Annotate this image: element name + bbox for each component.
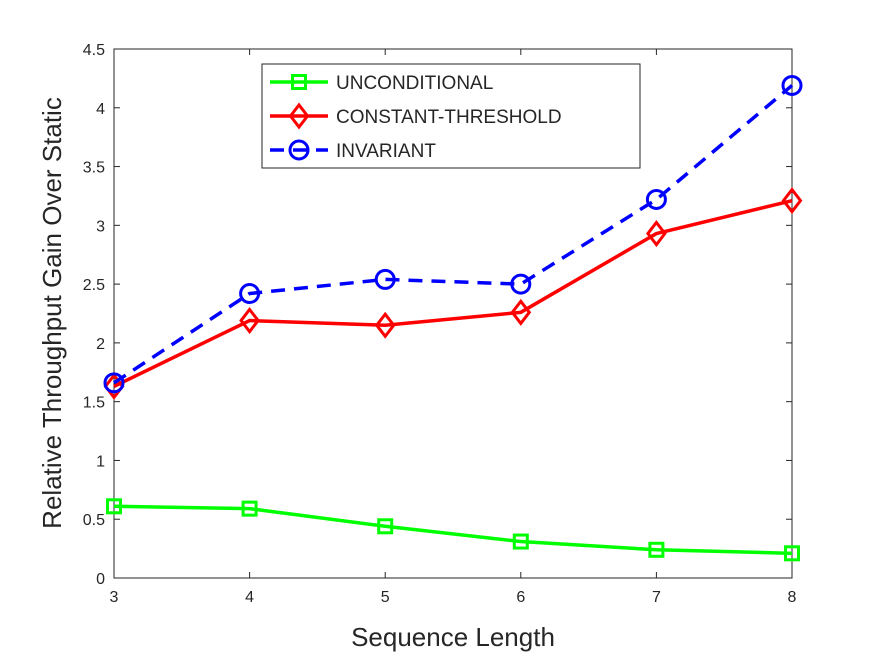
y-tick-label: 0 (96, 571, 105, 588)
data-point (374, 268, 396, 290)
data-point (241, 500, 258, 517)
series-unconditional (106, 498, 800, 562)
legend-item: UNCONDITIONAL (270, 73, 493, 94)
legend-label: INVARIANT (336, 141, 436, 162)
data-point (377, 518, 394, 535)
data-point (646, 220, 667, 248)
y-axis-label: Relative Throughput Gain Over Static (37, 97, 67, 529)
data-point (374, 311, 396, 339)
x-tick-label: 6 (516, 589, 525, 606)
y-tick-label: 3 (96, 218, 105, 235)
data-point (784, 545, 800, 562)
y-tick-label: 3.5 (83, 160, 105, 177)
legend-marker (291, 74, 307, 90)
axes-box (113, 48, 793, 579)
data-point (239, 283, 261, 305)
series-line (113, 504, 793, 556)
y-tick-label: 2 (96, 336, 105, 353)
y-tick-label: 4 (96, 101, 105, 118)
data-point (648, 541, 665, 558)
axes: 3 4 5 6 7 8 0 0.5 1 1.5 2 2.5 3 3.5 4 4.5 (83, 42, 797, 606)
series-constant-threshold (103, 187, 803, 400)
legend-item: INVARIANT (270, 139, 436, 162)
x-tick-label: 5 (381, 589, 390, 606)
data-point (781, 187, 803, 215)
legend-label: UNCONDITIONAL (336, 73, 493, 94)
legend-marker (288, 139, 310, 161)
y-tick-label: 1.5 (83, 395, 105, 412)
x-tick-label: 8 (788, 589, 797, 606)
series-invariant (103, 74, 803, 394)
legend-label: CONSTANT-THRESHOLD (336, 107, 562, 128)
x-tick-label: 3 (110, 589, 119, 606)
legend-marker (288, 102, 310, 130)
x-axis-label: Sequence Length (351, 622, 555, 652)
data-point (103, 372, 125, 394)
data-point (239, 307, 260, 335)
data-point (781, 74, 803, 96)
legend-item: CONSTANT-THRESHOLD (270, 102, 562, 130)
series-line (113, 198, 793, 388)
x-tick-label: 7 (652, 589, 661, 606)
data-point (510, 298, 532, 326)
data-point (645, 188, 667, 210)
y-tick-label: 1 (96, 453, 105, 470)
y-tick-label: 0.5 (83, 512, 105, 529)
data-point (103, 372, 125, 400)
y-tick-label: 2.5 (83, 277, 105, 294)
series-layer (103, 74, 803, 562)
data-point (512, 533, 529, 550)
data-point (106, 498, 122, 515)
y-tick-label: 4.5 (83, 42, 105, 59)
data-point (510, 273, 532, 295)
x-tick-label: 4 (245, 589, 254, 606)
legend: UNCONDITIONAL CONSTANT-THRESHOLD INVARIANT (261, 63, 641, 169)
series-line (113, 84, 794, 385)
